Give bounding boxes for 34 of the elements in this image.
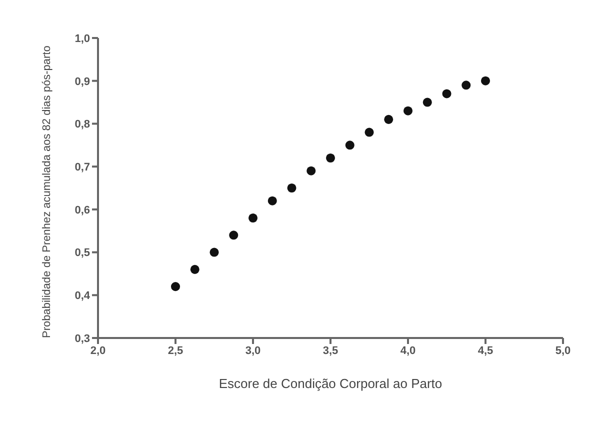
point bbox=[384, 114, 394, 124]
point bbox=[306, 166, 316, 176]
x-tick-label: 4,0 bbox=[400, 344, 416, 357]
point bbox=[403, 106, 413, 116]
x-tick-label: 3,5 bbox=[322, 344, 338, 357]
y-tick-label: 0,6 bbox=[74, 204, 90, 216]
point bbox=[442, 89, 452, 98]
point bbox=[345, 140, 354, 150]
point bbox=[210, 248, 219, 257]
point bbox=[364, 128, 374, 137]
point bbox=[229, 230, 238, 240]
y-tick-label: 1,0 bbox=[74, 32, 90, 45]
y-axis-title: Probabilidade de Prenhez acumulada aos 82 dias pós-parto bbox=[40, 46, 53, 338]
point bbox=[190, 264, 200, 274]
y-tick-label: 0,3 bbox=[74, 332, 90, 345]
point bbox=[248, 213, 258, 223]
y-tick-label: 0,7 bbox=[74, 161, 90, 174]
point bbox=[326, 153, 336, 163]
x-tick-label: 2,5 bbox=[168, 344, 184, 357]
x-axis-title: Escore de Condição Corporal ao Parto bbox=[218, 376, 442, 391]
point bbox=[462, 80, 471, 90]
y-tick-label: 0,5 bbox=[74, 247, 90, 260]
point bbox=[480, 76, 490, 86]
x-tick-label: 2,0 bbox=[90, 344, 106, 357]
point bbox=[268, 196, 277, 206]
x-tick-label: 3,0 bbox=[245, 344, 261, 357]
x-tick-label: 5,0 bbox=[555, 344, 571, 357]
y-tick-label: 0,8 bbox=[74, 118, 90, 131]
y-tick-label: 0,9 bbox=[74, 76, 90, 88]
point bbox=[422, 98, 432, 107]
point bbox=[287, 183, 296, 193]
point bbox=[170, 282, 180, 292]
x-tick-label: 4,5 bbox=[478, 344, 494, 357]
y-tick-label: 0,4 bbox=[74, 290, 91, 302]
